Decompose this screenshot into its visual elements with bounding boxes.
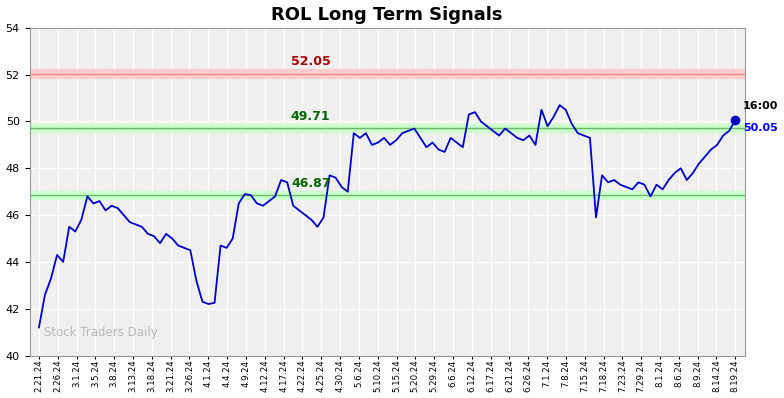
Text: 50.05: 50.05 (742, 123, 778, 133)
Text: Stock Traders Daily: Stock Traders Daily (44, 326, 158, 339)
Text: 49.71: 49.71 (291, 110, 331, 123)
Bar (30, 69, 745, 78)
Text: 52.05: 52.05 (291, 55, 331, 68)
Bar (30, 124, 745, 133)
Text: 46.87: 46.87 (291, 177, 330, 189)
Bar (30, 191, 745, 199)
Text: 16:00: 16:00 (742, 101, 779, 111)
Title: ROL Long Term Signals: ROL Long Term Signals (271, 6, 503, 23)
